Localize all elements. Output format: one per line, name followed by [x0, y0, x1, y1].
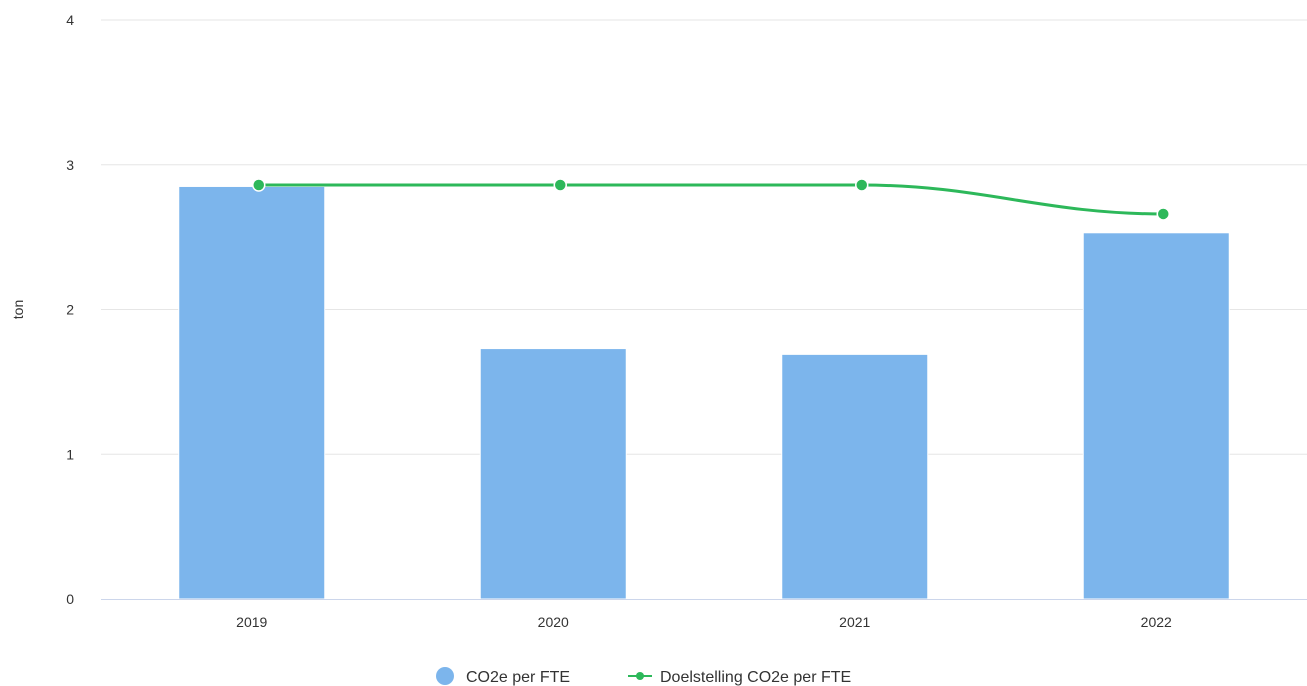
y-tick-label: 3: [66, 157, 74, 173]
bar[interactable]: [781, 353, 929, 600]
y-tick-label: 0: [66, 591, 74, 607]
x-axis-ticks: 2019 2020 2021 2022: [236, 614, 1172, 630]
y-axis-label: ton: [10, 300, 26, 319]
y-tick-label: 2: [66, 302, 74, 318]
bar[interactable]: [479, 348, 627, 600]
target-series-line: [258, 183, 1164, 216]
x-tick-label: 2022: [1141, 614, 1172, 630]
legend: CO2e per FTE Doelstelling CO2e per FTE: [436, 667, 851, 686]
bar-series: [178, 185, 1230, 600]
target-point[interactable]: [252, 178, 266, 192]
bar[interactable]: [1082, 232, 1230, 600]
target-point[interactable]: [855, 178, 869, 192]
legend-line-label[interactable]: Doelstelling CO2e per FTE: [660, 669, 851, 686]
legend-bar-symbol[interactable]: [436, 667, 454, 685]
target-point[interactable]: [1156, 207, 1170, 221]
x-tick-label: 2020: [538, 614, 569, 630]
y-tick-label: 1: [66, 446, 74, 462]
legend-bar-label[interactable]: CO2e per FTE: [466, 669, 570, 686]
target-series-points: [252, 178, 1170, 221]
y-axis-ticks: 0 1 2 3 4: [66, 12, 74, 607]
x-tick-label: 2021: [839, 614, 870, 630]
x-tick-label: 2019: [236, 614, 267, 630]
legend-line-dot[interactable]: [636, 672, 644, 680]
bar[interactable]: [178, 185, 326, 600]
target-point[interactable]: [553, 178, 567, 192]
y-tick-label: 4: [66, 12, 74, 28]
